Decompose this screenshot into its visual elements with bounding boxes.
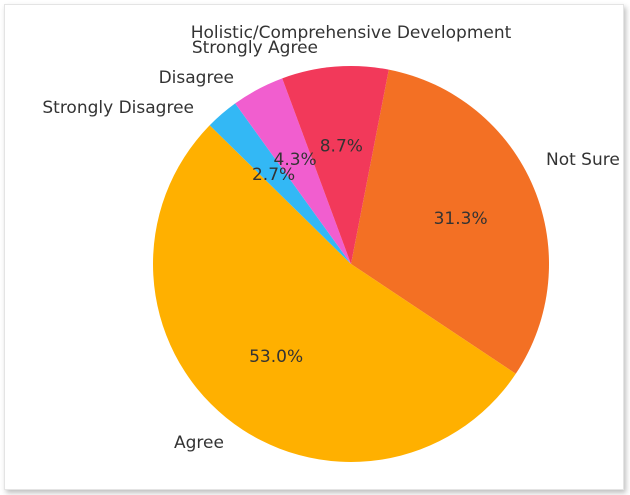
pie-pct-agree: 53.0% — [249, 347, 303, 367]
pie-label-disagree: Disagree — [159, 68, 234, 88]
pie-label-agree: Agree — [174, 433, 224, 453]
chart-frame: 31.3% Not Sure 53.0% Agree 2.7% Strongly Disa… — [4, 4, 624, 490]
pie-pct-strongly-agree: 8.7% — [320, 137, 363, 157]
pie-slices — [153, 66, 549, 462]
pie-label-not-sure: Not Sure — [546, 150, 620, 170]
pie-pct-disagree: 4.3% — [274, 150, 317, 170]
pie-label-strongly-disagree: Strongly Disagree — [42, 98, 194, 118]
pie-pct-not-sure: 31.3% — [434, 209, 488, 229]
chart-title: Holistic/Comprehensive Development — [191, 23, 512, 43]
